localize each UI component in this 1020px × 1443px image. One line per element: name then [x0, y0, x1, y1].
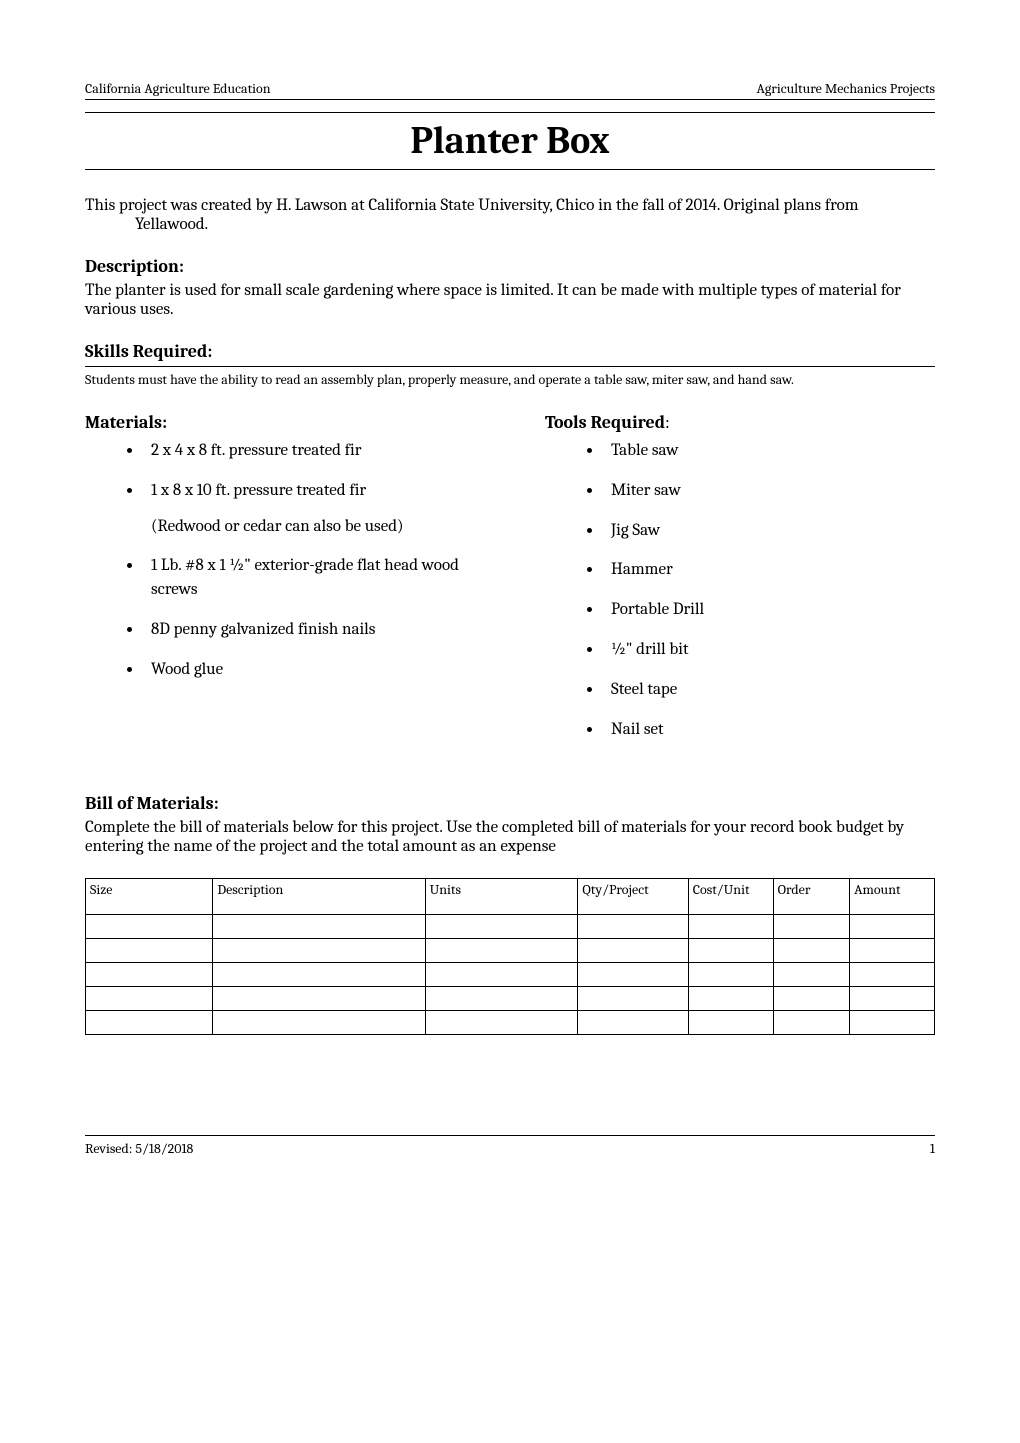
list-item: Steel tape: [603, 678, 935, 702]
table-column-header: Order: [773, 879, 849, 915]
bom-body: Complete the bill of materials below for…: [85, 818, 935, 856]
list-item: Miter saw: [603, 479, 935, 503]
table-cell: [688, 987, 773, 1011]
table-cell: [688, 963, 773, 987]
footer-page-number: 1: [930, 1140, 935, 1157]
tools-label-text: Tools Required: [545, 412, 665, 433]
table-column-header: Units: [425, 879, 578, 915]
table-row: [86, 915, 935, 939]
list-item: 1 Lb. #8 x 1 ½" exterior-grade flat head…: [143, 554, 475, 602]
table-cell: [773, 915, 849, 939]
tools-list: Table saw Miter saw Jig Saw Hammer Porta…: [545, 439, 935, 741]
table-cell: [213, 915, 425, 939]
table-cell: [86, 987, 213, 1011]
list-item: Table saw: [603, 439, 935, 463]
table-cell: [213, 987, 425, 1011]
list-item-text: 1 x 8 x 10 ft. pressure treated fir: [151, 481, 366, 500]
list-item: Hammer: [603, 558, 935, 582]
two-column-lists: Materials: 2 x 4 x 8 ft. pressure treate…: [85, 412, 935, 757]
list-item: ½" drill bit: [603, 638, 935, 662]
materials-list: 2 x 4 x 8 ft. pressure treated fir 1 x 8…: [85, 439, 475, 682]
table-cell: [425, 987, 578, 1011]
table-row: [86, 987, 935, 1011]
table-cell: [850, 987, 935, 1011]
table-cell: [688, 939, 773, 963]
table-cell: [213, 939, 425, 963]
table-cell: [86, 1011, 213, 1035]
document-footer: Revised: 5/18/2018 1: [85, 1135, 935, 1157]
table-cell: [425, 963, 578, 987]
list-item-subnote: (Redwood or cedar can also be used): [151, 515, 475, 539]
materials-label: Materials:: [85, 412, 475, 433]
header-left: California Agriculture Education: [85, 80, 271, 97]
table-cell: [86, 963, 213, 987]
table-column-header: Amount: [850, 879, 935, 915]
table-cell: [86, 939, 213, 963]
list-item: Nail set: [603, 718, 935, 742]
list-item: Jig Saw: [603, 519, 935, 543]
table-cell: [425, 1011, 578, 1035]
tools-label: Tools Required:: [545, 412, 935, 433]
table-cell: [850, 939, 935, 963]
list-item: Portable Drill: [603, 598, 935, 622]
materials-column: Materials: 2 x 4 x 8 ft. pressure treate…: [85, 412, 475, 757]
table-cell: [578, 1011, 688, 1035]
table-cell: [688, 915, 773, 939]
table-cell: [578, 939, 688, 963]
skills-body: Students must have the ability to read a…: [85, 371, 935, 388]
skills-label: Skills Required:: [85, 341, 935, 362]
page-title: Planter Box: [85, 112, 935, 170]
divider: [85, 1135, 935, 1136]
bom-label: Bill of Materials:: [85, 793, 935, 814]
table-cell: [850, 915, 935, 939]
header-right: Agriculture Mechanics Projects: [756, 80, 935, 97]
description-body: The planter is used for small scale gard…: [85, 281, 935, 319]
table-column-header: Cost/Unit: [688, 879, 773, 915]
table-row: [86, 939, 935, 963]
table-column-header: Description: [213, 879, 425, 915]
table-cell: [773, 987, 849, 1011]
table-cell: [688, 1011, 773, 1035]
table-cell: [578, 915, 688, 939]
description-label: Description:: [85, 256, 935, 277]
table-column-header: Qty/Project: [578, 879, 688, 915]
list-item: 2 x 4 x 8 ft. pressure treated fir: [143, 439, 475, 463]
table-cell: [850, 1011, 935, 1035]
table-cell: [773, 1011, 849, 1035]
list-item: 1 x 8 x 10 ft. pressure treated fir (Red…: [143, 479, 475, 539]
table-cell: [578, 963, 688, 987]
document-header: California Agriculture Education Agricul…: [85, 80, 935, 100]
table-cell: [213, 963, 425, 987]
table-cell: [850, 963, 935, 987]
table-header-row: Size Description Units Qty/Project Cost/…: [86, 879, 935, 915]
table-cell: [425, 939, 578, 963]
table-row: [86, 963, 935, 987]
table-cell: [773, 939, 849, 963]
bom-table: Size Description Units Qty/Project Cost/…: [85, 878, 935, 1035]
table-cell: [773, 963, 849, 987]
intro-paragraph: This project was created by H. Lawson at…: [85, 196, 935, 234]
table-cell: [213, 1011, 425, 1035]
table-column-header: Size: [86, 879, 213, 915]
table-row: [86, 1011, 935, 1035]
table-cell: [86, 915, 213, 939]
footer-left: Revised: 5/18/2018: [85, 1140, 193, 1157]
divider: [85, 366, 935, 367]
list-item: Wood glue: [143, 658, 475, 682]
list-item: 8D penny galvanized finish nails: [143, 618, 475, 642]
table-cell: [425, 915, 578, 939]
tools-colon: :: [665, 412, 670, 433]
table-cell: [578, 987, 688, 1011]
tools-column: Tools Required: Table saw Miter saw Jig …: [545, 412, 935, 757]
